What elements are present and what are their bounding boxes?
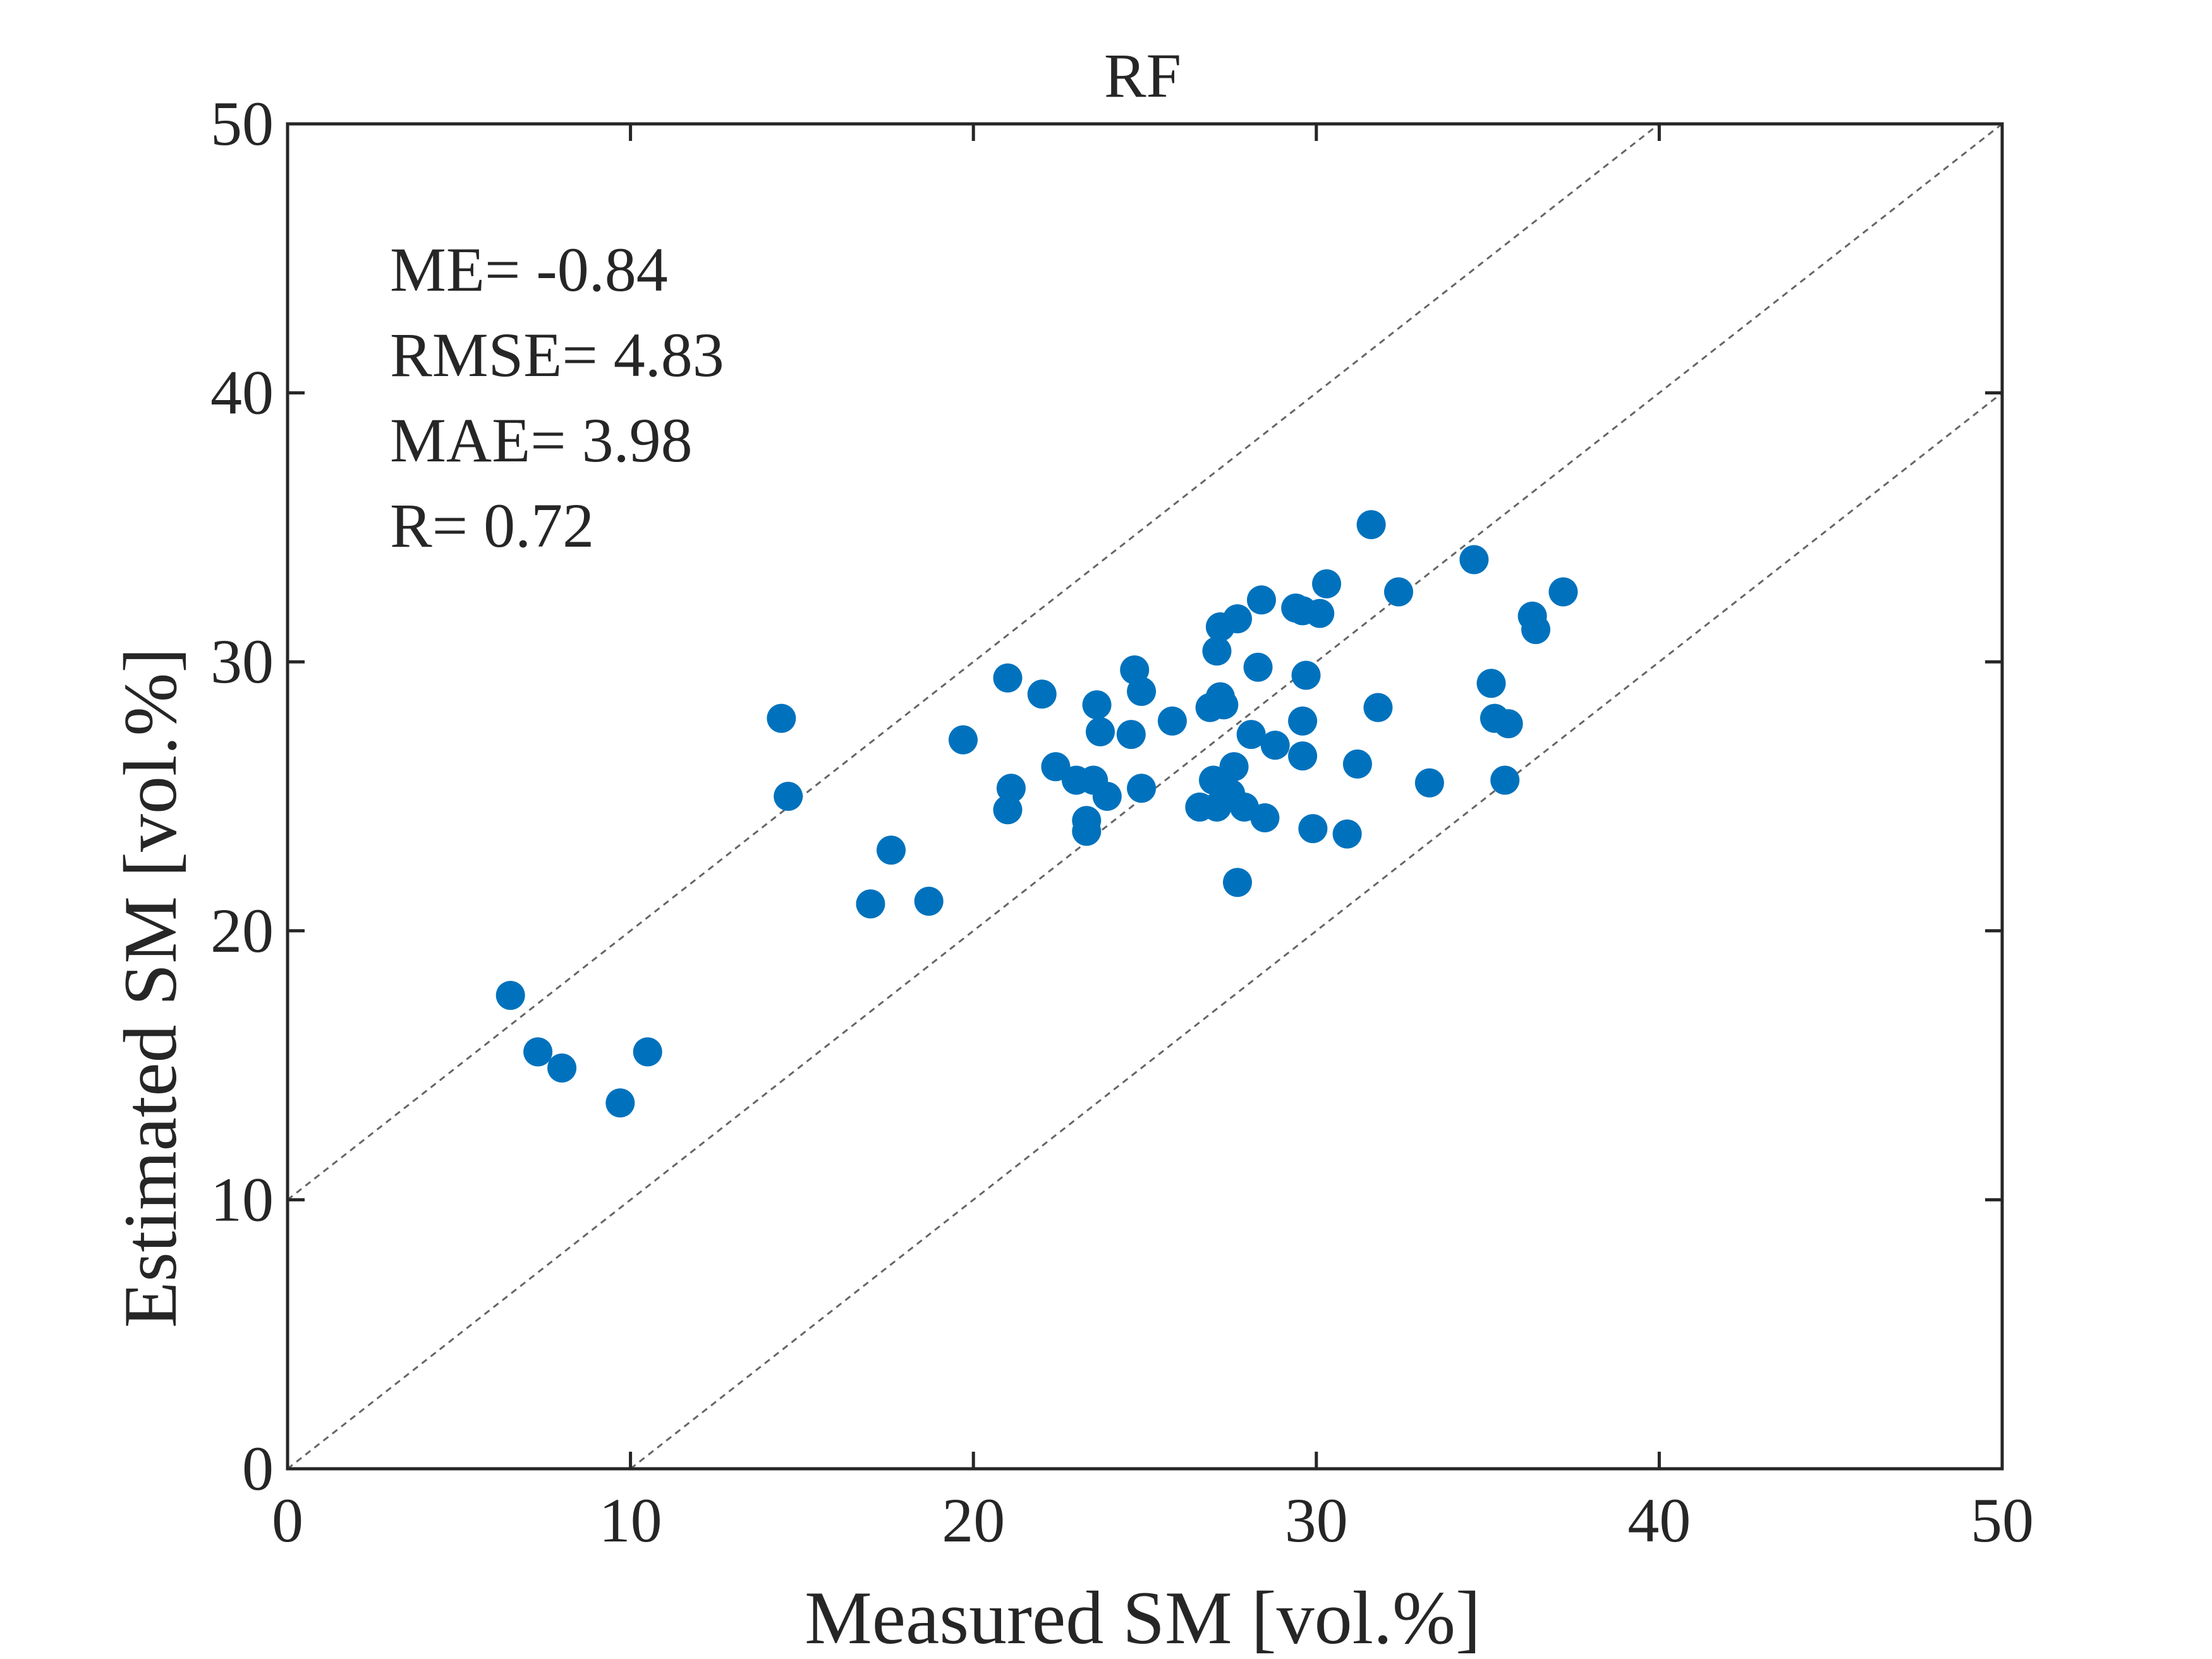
x-tick-labels: 0 10 20 30 40 50 [272,1485,2034,1555]
data-point [1116,720,1146,750]
axis-ticks [286,122,2004,1471]
data-point [856,889,885,919]
data-point [1312,569,1342,599]
data-point [1521,615,1551,645]
data-point [996,774,1026,803]
data-point [1459,545,1489,574]
data-point [1332,819,1362,849]
stat-rmse: RMSE= 4.83 [390,320,724,390]
stat-me: ME= -0.84 [390,234,668,305]
data-point [1127,677,1157,707]
data-point [1041,752,1071,782]
data-point [1092,782,1122,811]
data-point [1490,765,1520,795]
data-point [1288,706,1318,736]
reference-line-1 [287,123,1660,1201]
data-point [1548,577,1578,607]
data-point [1127,774,1157,803]
data-point [774,782,803,811]
data-point [495,980,525,1010]
x-tick-label: 30 [1285,1485,1348,1555]
y-tick-label: 30 [210,626,274,696]
data-point [1085,717,1115,746]
y-tick-label: 20 [210,896,274,966]
data-point [1202,636,1232,666]
data-point [1363,693,1393,722]
data-point [1493,709,1523,739]
x-tick-label: 0 [272,1485,303,1555]
data-point [1223,604,1253,634]
data-point [993,663,1023,693]
data-point [1072,817,1102,846]
data-point [1476,669,1506,698]
x-tick-label: 10 [599,1485,662,1555]
stat-mae: MAE= 3.98 [390,405,693,475]
data-point [1219,752,1249,782]
data-point [1305,599,1335,628]
x-tick-label: 40 [1627,1485,1691,1555]
y-tick-label: 10 [210,1164,274,1234]
reference-lines [287,123,2003,1470]
x-tick-label: 20 [942,1485,1005,1555]
data-point [547,1053,577,1083]
chart-title: RF [1104,40,1181,111]
data-point [1342,749,1372,779]
data-point [1236,720,1266,750]
reference-line-2 [629,392,2003,1470]
data-point [633,1037,662,1067]
data-point [1157,706,1187,736]
data-point [1246,585,1276,615]
data-point [948,725,978,755]
data-point [876,836,906,865]
data-point [1384,577,1414,607]
data-point [1243,652,1273,682]
data-points [495,510,1578,1118]
data-point [1082,690,1112,720]
data-point [1288,741,1318,771]
x-tick-label: 50 [1971,1485,2034,1555]
stat-r: R= 0.72 [390,490,594,561]
y-tick-label: 50 [210,88,274,159]
data-point [1209,690,1239,720]
data-point [1414,768,1444,798]
plot-area-frame [286,122,2004,1471]
data-point [1356,510,1386,540]
x-axis-label: Measured SM [vol.%] [805,1576,1481,1659]
data-point [1260,731,1290,760]
data-point [1223,868,1253,897]
y-tick-labels: 0 10 20 30 40 50 [210,88,274,1504]
data-point [1291,660,1321,690]
data-point [767,703,796,733]
y-axis-label: Estimated SM [vol.%] [108,648,192,1328]
y-tick-label: 40 [210,358,274,428]
data-point [1298,814,1328,844]
data-point [605,1088,635,1118]
statistics-annotations: ME= -0.84 RMSE= 4.83 MAE= 3.98 R= 0.72 [390,234,724,561]
y-tick-label: 0 [242,1433,274,1504]
data-point [1027,679,1057,709]
data-point [523,1037,553,1067]
data-point [914,886,944,916]
data-point [1250,803,1280,833]
data-point [993,795,1023,825]
